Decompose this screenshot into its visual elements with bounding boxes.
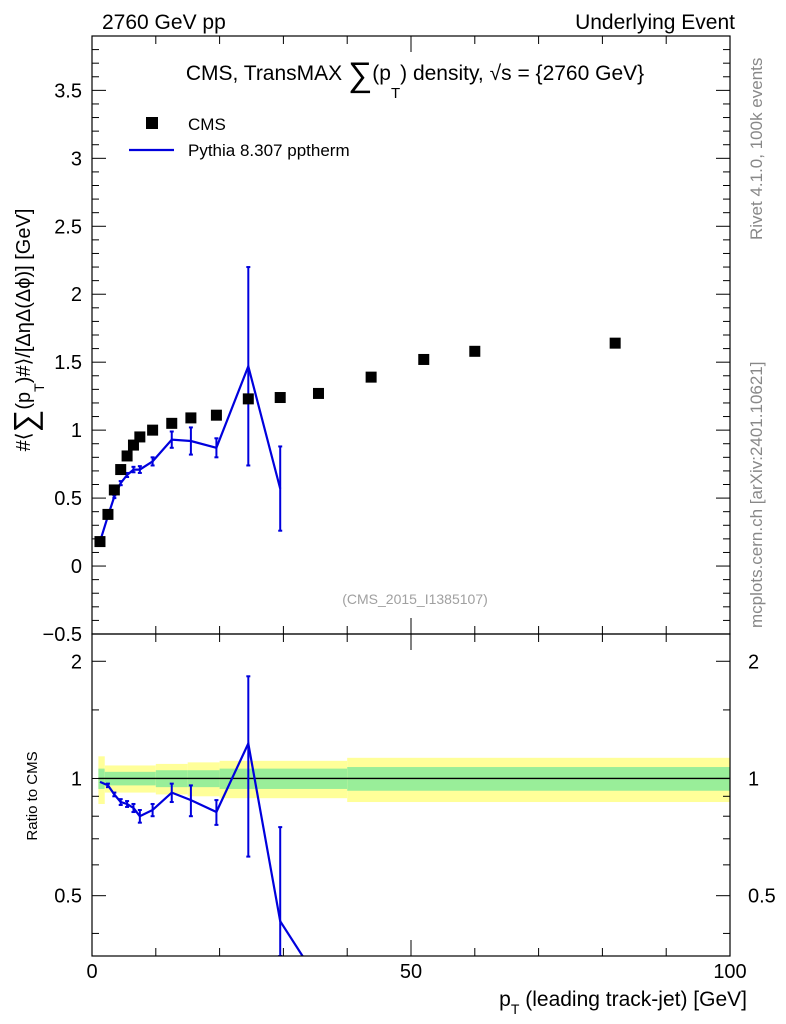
cms-data-point	[312, 387, 324, 399]
main-ytick-label: 2.5	[54, 216, 82, 238]
ratio-axis-ticks: 0.5 0.5 1 1 2 2 0 50 100	[54, 634, 776, 983]
ratio-ytick-label-right: 1	[748, 768, 759, 790]
ratio-ytick-label-right: 0.5	[748, 886, 776, 908]
ratio-ytick-label: 0.5	[54, 886, 82, 908]
main-ytick-label: 0	[71, 556, 82, 578]
rivet-label: Rivet 4.1.0, 100k events	[747, 58, 766, 240]
cms-data-point	[274, 392, 286, 404]
main-ylabel: #⟨∑(pT)#⟩/[ΔηΔ(Δϕ)] [GeV]	[7, 209, 47, 452]
cms-data-point	[102, 508, 114, 520]
cms-data-point	[94, 536, 106, 548]
main-ytick-label: 1.5	[54, 352, 82, 374]
title-sum-symbol: ∑	[348, 56, 372, 94]
xlabel-sub: T	[511, 1001, 520, 1017]
legend-label-pythia: Pythia 8.307 pptherm	[188, 141, 350, 160]
ratio-ytick-label-right: 2	[748, 651, 759, 673]
ylabel-mid: (p	[13, 392, 35, 410]
cms-data-point	[365, 371, 377, 383]
cms-data-point	[469, 345, 481, 357]
cms-data-point	[147, 424, 159, 436]
ylabel-sub: T	[31, 383, 47, 392]
main-title: CMS, TransMAX ∑(pT) density, √s = {2760 …	[186, 56, 644, 102]
ratio-series-group	[99, 675, 304, 956]
title-prefix: CMS, TransMAX	[186, 62, 348, 85]
mcplots-label: mcplots.cern.ch [arXiv:2401.10621]	[747, 362, 766, 628]
ratio-ytick-label: 1	[71, 768, 82, 790]
main-ytick-label: −0.5	[43, 624, 82, 646]
main-panel: −0.500.511.522.533.5 CMS, TransMAX ∑(pT)…	[7, 35, 731, 646]
ratio-ytick-label: 2	[71, 651, 82, 673]
main-ytick-label: 3	[71, 148, 82, 170]
cms-data-point	[108, 484, 120, 496]
main-ytick-label: 2	[71, 284, 82, 306]
ratio-panel: 0.5 0.5 1 1 2 2 0 50 100 Ratio to CMS pT (leadin…	[24, 633, 776, 1017]
cms-data-point	[185, 412, 197, 424]
main-plot-marks	[94, 266, 621, 548]
cms-data-point	[121, 450, 133, 462]
xlabel-main: p	[499, 988, 511, 1011]
cms-data-point	[609, 337, 621, 349]
title-mid: (p	[372, 62, 391, 85]
main-ytick-label: 3.5	[54, 80, 82, 102]
cms-data-point	[210, 409, 222, 421]
title-sub: T	[391, 85, 400, 102]
cms-data-point	[242, 393, 254, 405]
ratio-plot-marks	[98, 675, 730, 956]
x-axis-label: pT (leading track-jet) [GeV]	[499, 988, 747, 1017]
title-post: ) density, √s = {2760 GeV}	[400, 62, 644, 85]
cms-data-point	[115, 464, 127, 476]
header-left: 2760 GeV pp	[102, 11, 226, 34]
ratio-ylabel: Ratio to CMS	[24, 751, 41, 840]
ylabel-post: )#⟩/[ΔηΔ(Δϕ)] [GeV]	[13, 209, 35, 384]
main-ytick-label: 1	[71, 420, 82, 442]
legend-marker-cms	[146, 117, 158, 129]
ratio-xtick-label: 100	[713, 961, 746, 983]
analysis-watermark: (CMS_2015_I1385107)	[342, 591, 488, 607]
cms-data-point	[418, 353, 430, 365]
ratio-xtick-label: 0	[86, 961, 97, 983]
main-axis-ticks: −0.5 0 0.5 1 1.5 2 2.5 3 3.5	[43, 36, 731, 646]
cms-data-point	[134, 431, 146, 443]
header-right: Underlying Event	[575, 11, 735, 34]
ratio-xtick-label: 50	[400, 961, 422, 983]
xlabel-post: (leading track-jet) [GeV]	[519, 988, 747, 1011]
legend-label-cms: CMS	[188, 115, 226, 134]
ylabel-sum-symbol: ∑	[7, 410, 43, 433]
ylabel-prefix: #⟨	[13, 432, 35, 451]
main-ytick-label: 0.5	[54, 488, 82, 510]
cms-data-point	[166, 417, 178, 429]
cms-data-point	[127, 439, 139, 451]
